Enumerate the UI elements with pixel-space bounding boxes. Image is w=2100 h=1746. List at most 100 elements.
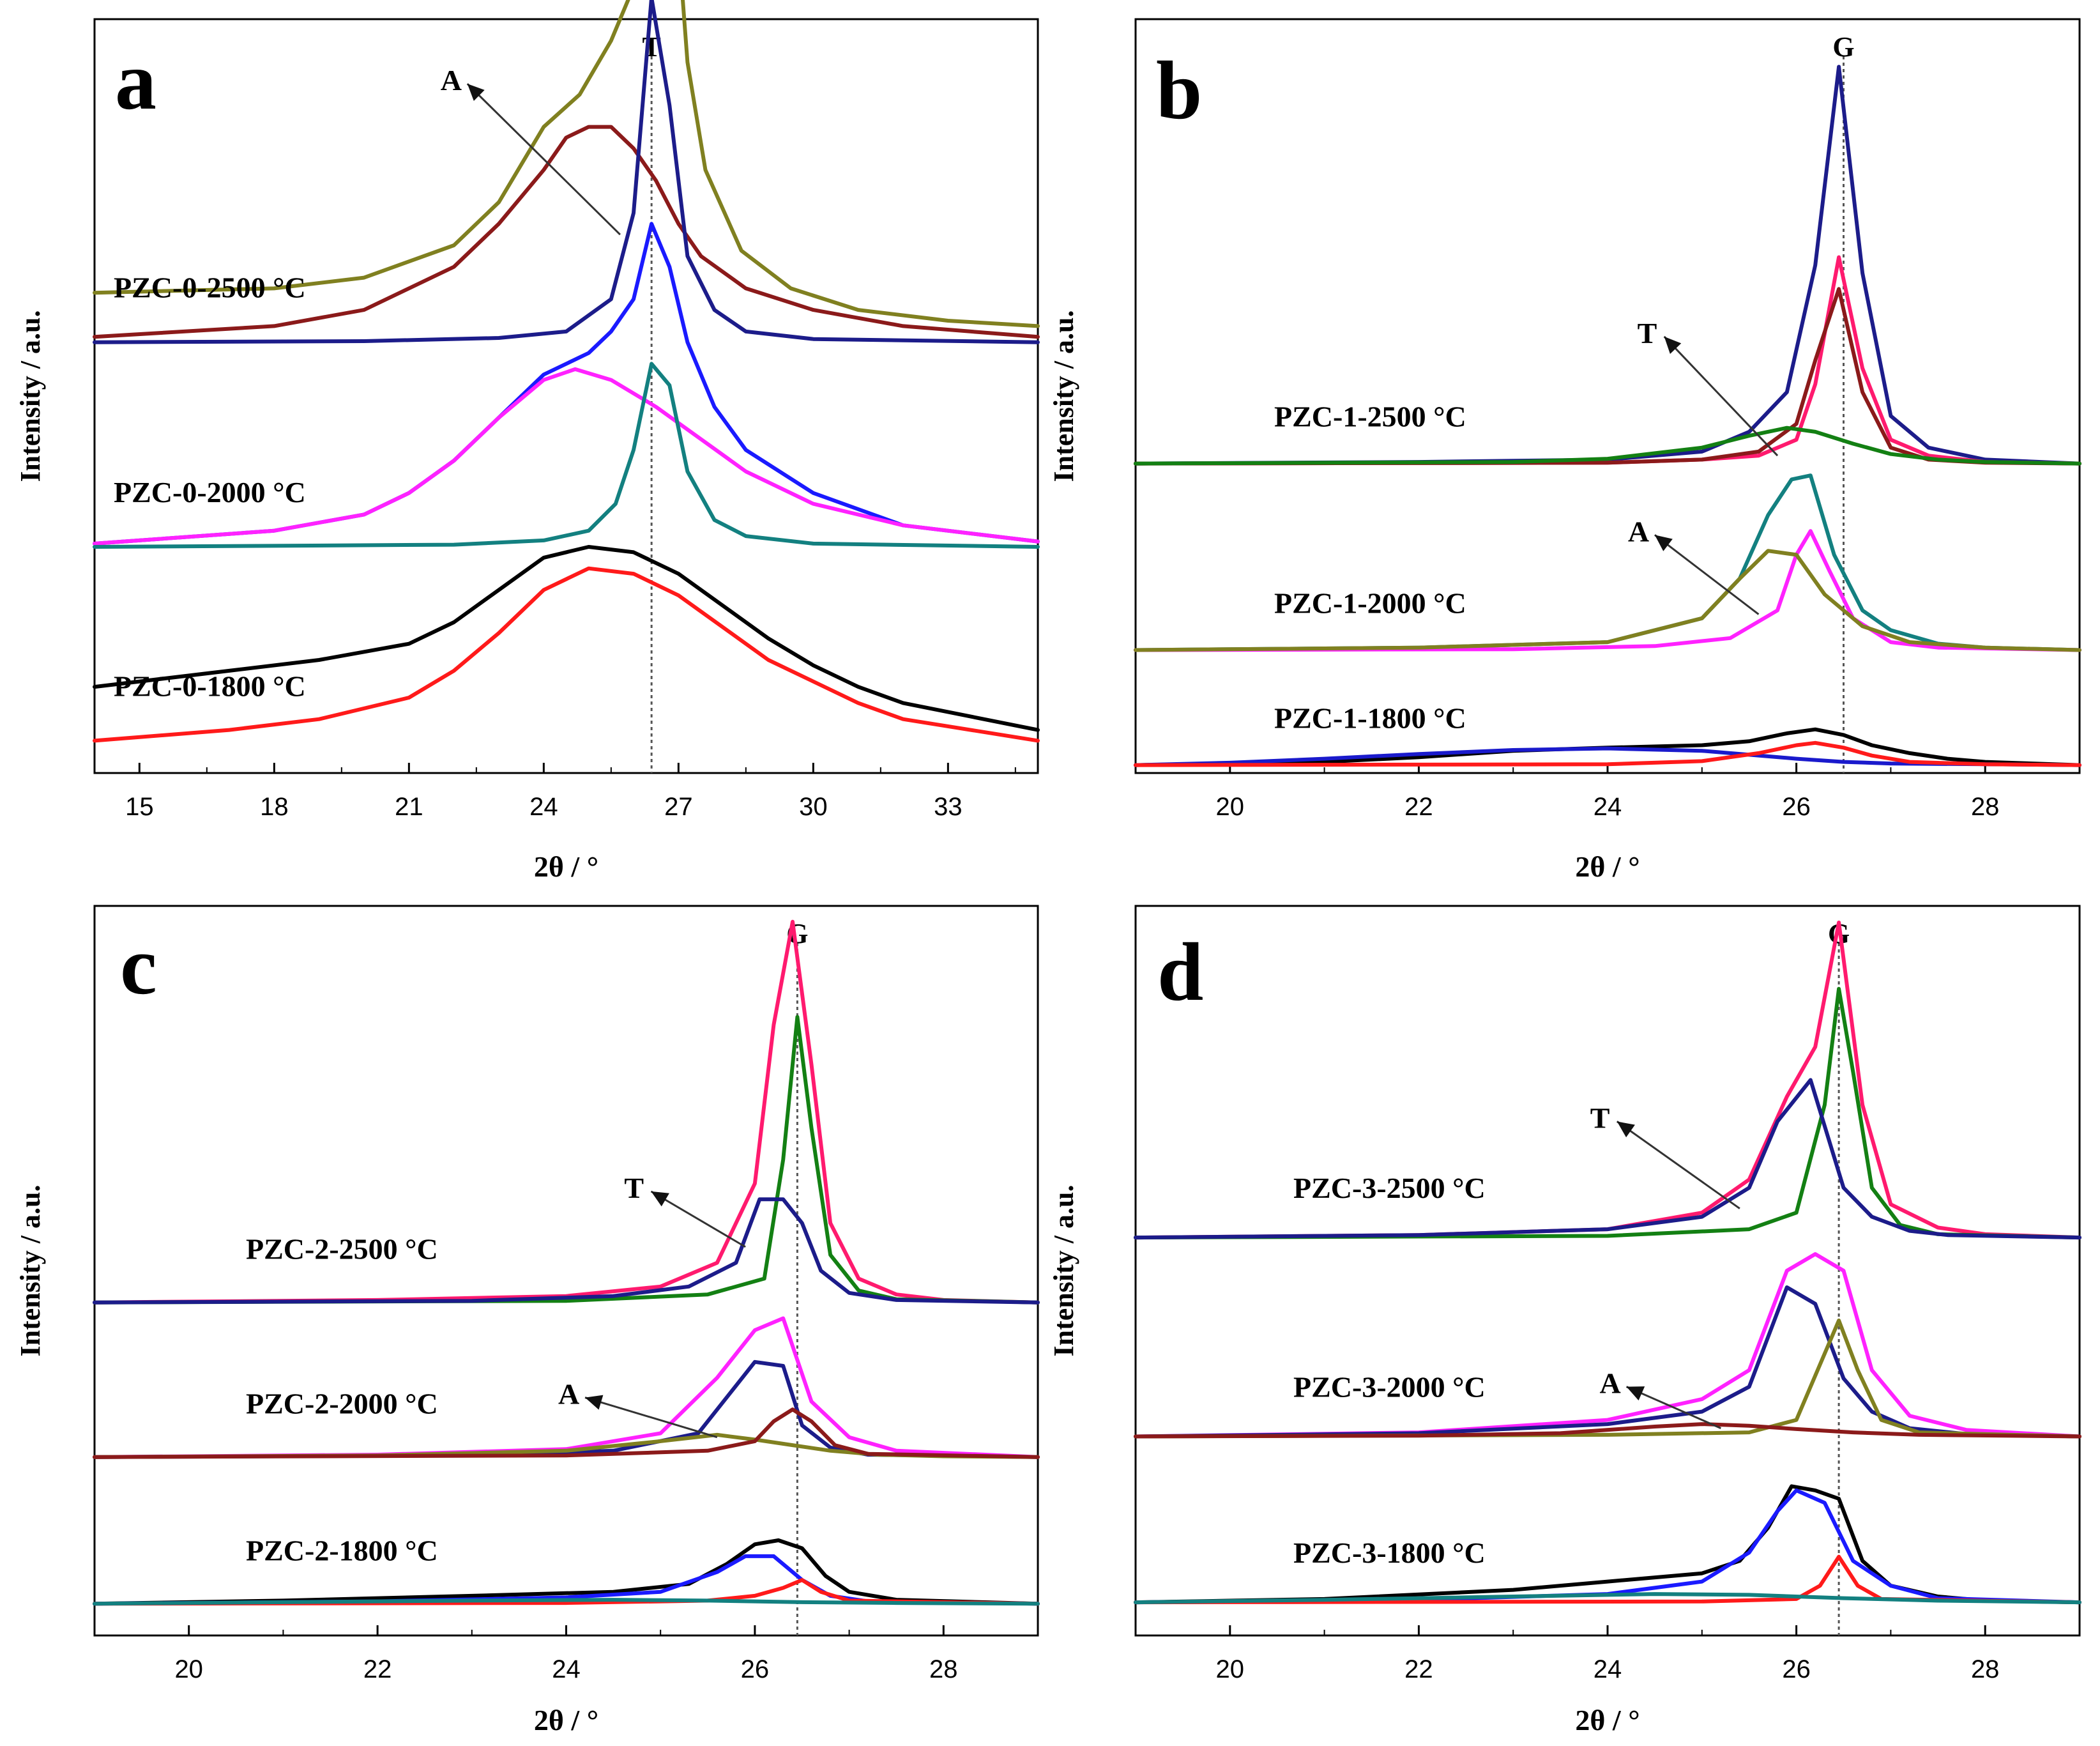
group-label: PZC-1-1800 °C [1274, 702, 1466, 735]
series-line [93, 545, 1040, 732]
x-tick-label: 33 [934, 793, 963, 821]
series-line [93, 1598, 1040, 1606]
x-tick-label: 20 [174, 1655, 203, 1683]
curves [93, 0, 1040, 743]
series-line [1134, 287, 2081, 466]
x-axis-label: 2θ / ° [534, 850, 598, 883]
series-line [93, 367, 1040, 546]
x-tick-label: 24 [529, 793, 558, 821]
x-tick-label: 24 [1594, 793, 1622, 821]
annotation-arrow-line [466, 83, 621, 236]
curves [1134, 65, 2081, 767]
x-tick-label: 28 [1971, 793, 2000, 821]
series-line [93, 1578, 1040, 1606]
group-label: PZC-3-2000 °C [1293, 1371, 1486, 1404]
series-line [1134, 1252, 2081, 1439]
panel-letter: b [1156, 45, 1202, 137]
group-label: PZC-0-2500 °C [114, 272, 306, 304]
series-line [1134, 1554, 2081, 1605]
y-axis-label: Intensity / a.u. [1048, 1185, 1079, 1357]
x-axis-ticks: 20 22 24 26 28 [1216, 1625, 2080, 1683]
x-axis-label: 2θ / ° [1575, 1704, 1640, 1736]
annotation-arrow-head [1654, 535, 1673, 551]
panel-letter: d [1157, 926, 1203, 1018]
series-line [1134, 549, 2081, 652]
series-line [93, 1554, 1040, 1606]
annotation-label: A [558, 1378, 579, 1411]
series-line [1134, 740, 2081, 767]
panel-letter: a [115, 35, 156, 127]
x-axis-ticks: 15 18 21 24 27 30 33 [125, 763, 1016, 821]
series-line [1134, 1078, 2081, 1240]
annotation-arrow-line [1663, 335, 1779, 457]
x-tick-label: 20 [1216, 1655, 1245, 1683]
annotation-label: A [441, 64, 462, 96]
series-line [1134, 1484, 2081, 1605]
y-axis-label: Intensity / a.u. [15, 1185, 46, 1357]
reference-line-label: G [1832, 31, 1854, 63]
x-tick-label: 28 [1971, 1655, 2000, 1683]
series-line [93, 919, 1040, 1305]
series-line [1134, 727, 2081, 767]
x-tick-label: 24 [552, 1655, 581, 1683]
x-tick-label: 26 [1782, 1655, 1811, 1683]
annotation-arrow-line [1654, 534, 1760, 615]
annotation-label: T [624, 1172, 644, 1204]
x-tick-label: 30 [799, 793, 828, 821]
x-axis-ticks: 20 22 24 26 28 [1216, 763, 2080, 821]
x-axis-label: 2θ / ° [534, 1704, 598, 1736]
annotation-arrow-head [467, 84, 485, 101]
x-tick-label: 26 [1782, 793, 1811, 821]
series-line [93, 566, 1040, 743]
series-line [1134, 529, 2081, 652]
x-tick-label: 28 [929, 1655, 958, 1683]
annotation-arrow-line [584, 1397, 718, 1439]
group-label: PZC-3-1800 °C [1293, 1536, 1486, 1569]
x-tick-label: 22 [1404, 793, 1433, 821]
curves [93, 919, 1040, 1606]
curves [1134, 921, 2081, 1605]
annotation-arrow-head [1617, 1121, 1635, 1138]
series-line [93, 0, 1040, 328]
x-tick-label: 18 [260, 793, 289, 821]
group-label: PZC-0-1800 °C [114, 670, 306, 702]
series-line [1134, 1422, 2081, 1439]
annotation-arrow-head [1626, 1386, 1645, 1401]
series-line [93, 125, 1040, 339]
x-axis-label: 2θ / ° [1575, 850, 1640, 883]
x-tick-label: 27 [664, 793, 693, 821]
series-line [93, 1407, 1040, 1459]
panel-letter: c [120, 920, 157, 1012]
annotation-arrow-head [585, 1395, 604, 1410]
x-tick-label: 21 [395, 793, 423, 821]
series-line [93, 0, 1040, 344]
x-tick-label: 24 [1594, 1655, 1622, 1683]
group-label: PZC-2-2500 °C [246, 1233, 438, 1266]
y-axis-label: Intensity / a.u. [1048, 310, 1079, 482]
x-tick-label: 15 [125, 793, 154, 821]
series-line [1134, 921, 2081, 1240]
series-line [1134, 1285, 2081, 1439]
annotation-label: T [1590, 1101, 1610, 1134]
x-axis-ticks: 20 22 24 26 28 [174, 1625, 1039, 1683]
plot-frame [93, 905, 1039, 1637]
annotation-label: A [1600, 1367, 1621, 1400]
x-tick-label: 20 [1216, 793, 1245, 821]
annotation-arrow-head [1664, 336, 1682, 354]
x-tick-label: 22 [363, 1655, 392, 1683]
plot-frame [1134, 18, 2081, 774]
group-label: PZC-1-2500 °C [1274, 401, 1466, 433]
series-line [1134, 986, 2081, 1240]
series-line [93, 1197, 1040, 1305]
panel-b: 20 22 24 26 28 2θ / ° Intensity / a.u. Gb PZC-1-… [1048, 18, 2081, 883]
series-line [93, 362, 1040, 549]
series-line [1134, 1488, 2081, 1605]
series-line [93, 1538, 1040, 1606]
annotation-label: T [1638, 317, 1657, 349]
annotation-label: A [1628, 515, 1649, 548]
annotation-arrow-line [650, 1190, 746, 1248]
group-label: PZC-0-2000 °C [114, 476, 306, 509]
